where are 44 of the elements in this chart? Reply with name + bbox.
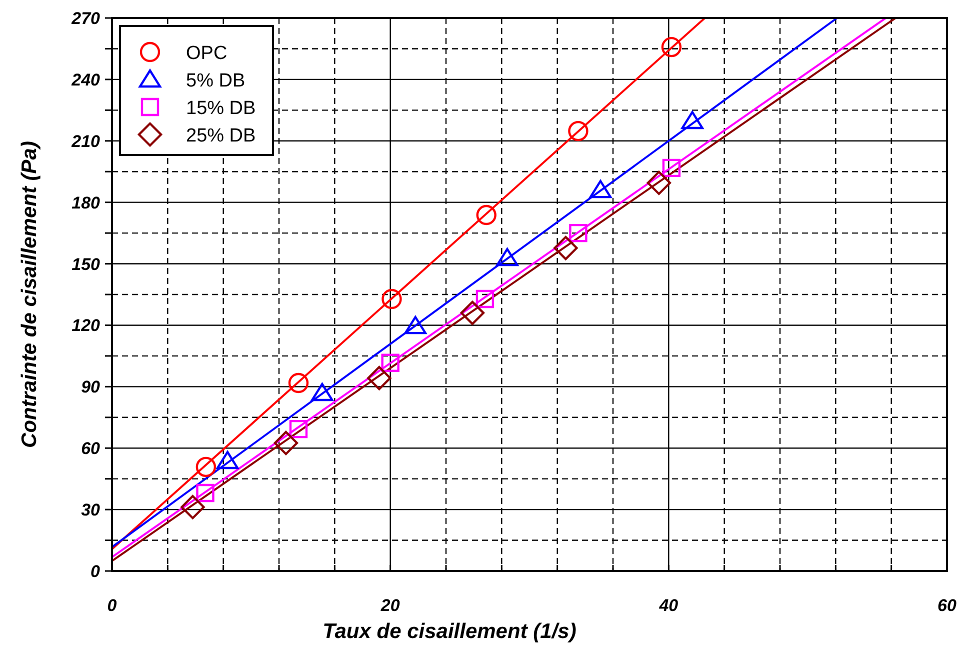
y-tick-label: 150 <box>72 254 101 274</box>
point <box>460 300 485 326</box>
y-tick-label: 270 <box>70 9 101 28</box>
point <box>196 456 216 478</box>
point <box>681 110 704 130</box>
point <box>216 450 239 470</box>
point <box>311 382 334 402</box>
x-tick-label: 20 <box>380 596 400 615</box>
legend-label: 25% DB <box>186 126 256 146</box>
point <box>180 495 205 520</box>
point <box>404 316 426 334</box>
point <box>661 37 682 58</box>
point <box>554 236 578 260</box>
x-tick-label: 40 <box>658 596 679 615</box>
y-tick-label: 180 <box>72 193 101 212</box>
point <box>589 180 612 198</box>
point <box>381 354 400 372</box>
y-tick-label: 120 <box>72 316 101 336</box>
point <box>646 170 672 195</box>
point <box>476 290 494 308</box>
y-tick-label: 60 <box>81 439 101 458</box>
point <box>476 204 496 226</box>
y-tick-label: 90 <box>81 378 101 397</box>
legend-label: OPC <box>186 43 228 64</box>
y-tick-label: 0 <box>90 562 101 581</box>
y-tick-label: 30 <box>81 500 101 520</box>
y-tick-label: 240 <box>70 70 101 90</box>
legend-label: 15% DB <box>186 98 256 119</box>
legend-label: 5% DB <box>186 70 246 92</box>
point <box>662 158 681 178</box>
point <box>289 420 308 438</box>
point <box>367 366 392 390</box>
y-axis-title: Contrainte de cisaillement (Pa) <box>18 141 41 448</box>
x-axis-title: Taux de cisaillement (1/s) <box>322 620 576 643</box>
y-tick-label: 210 <box>70 132 101 151</box>
point <box>496 248 518 266</box>
x-tick-label: 0 <box>107 596 118 615</box>
x-tick-label: 60 <box>938 596 957 615</box>
point <box>568 120 588 142</box>
point <box>569 224 588 242</box>
point <box>274 430 298 456</box>
point <box>382 288 402 310</box>
point <box>196 484 214 502</box>
point <box>288 372 309 394</box>
